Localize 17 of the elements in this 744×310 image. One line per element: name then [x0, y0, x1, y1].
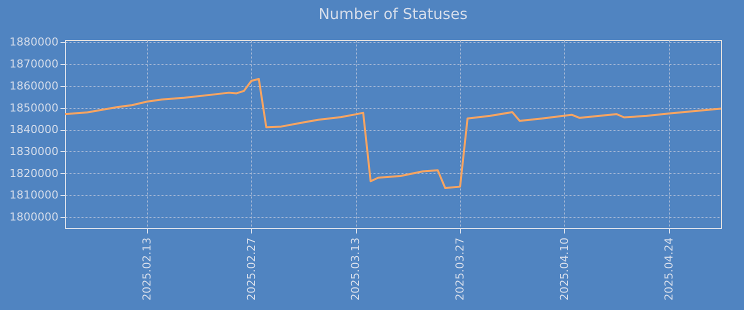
y-tick-label: 1830000	[10, 144, 58, 158]
y-tick-label: 1860000	[10, 79, 58, 92]
y-tick-label: 1800000	[10, 210, 58, 224]
x-tick-label: 2025.03.27	[454, 238, 467, 300]
line-series	[64, 78, 722, 189]
x-tick-label: 2025.02.13	[140, 238, 154, 300]
x-tick-label: 2025.04.24	[662, 238, 676, 300]
x-tick-label: 2025.04.10	[558, 238, 571, 300]
chart-title: Number of Statuses	[318, 5, 468, 24]
x-tick-label: 2025.03.13	[349, 238, 362, 300]
y-tick-label: 1850000	[10, 101, 58, 114]
x-tick-label: 2025.02.27	[244, 238, 258, 300]
y-tick-label: 1820000	[10, 166, 58, 180]
y-tick-label: 1810000	[10, 188, 58, 202]
y-tick-label: 1880000	[10, 36, 58, 49]
y-tick-label: 1870000	[10, 58, 58, 71]
y-tick-label: 1840000	[10, 123, 58, 136]
